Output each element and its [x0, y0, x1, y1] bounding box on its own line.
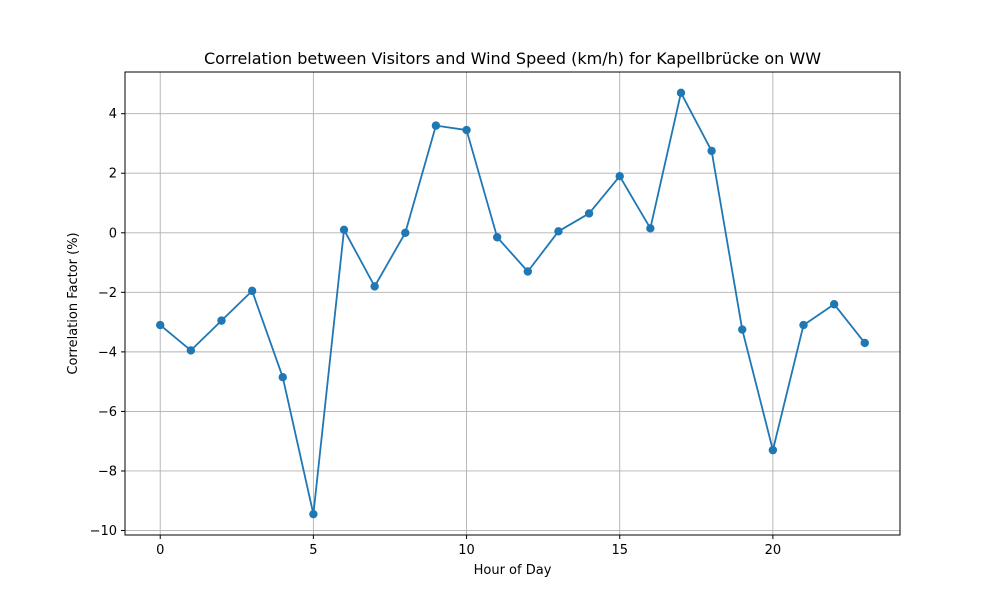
y-tick-label: −8: [98, 464, 117, 479]
data-point: [860, 338, 869, 348]
x-tick-label: 10: [458, 543, 475, 558]
data-point: [492, 233, 502, 242]
y-tick-label: −10: [90, 524, 117, 539]
data-point: [247, 286, 257, 296]
data-point: [370, 282, 379, 291]
y-tick-label: −6: [98, 405, 117, 420]
x-tick-label: 5: [309, 543, 317, 558]
data-point: [584, 209, 594, 218]
y-axis-label: Correlation Factor (%): [66, 232, 81, 374]
data-point: [309, 509, 318, 519]
data-point: [462, 125, 471, 135]
x-axis: 0 5 10 15 20: [156, 535, 781, 558]
data-point: [156, 320, 165, 330]
x-tick-label: 20: [765, 543, 782, 558]
data-point: [829, 300, 839, 309]
series-line: [159, 91, 866, 516]
data-point: [431, 121, 441, 130]
data-point: [278, 372, 287, 382]
data-point: [707, 146, 716, 156]
data-point: [676, 88, 686, 98]
data-point: [738, 325, 747, 334]
x-tick-label: 15: [611, 543, 628, 558]
data-point: [615, 172, 624, 181]
series-layer: [156, 88, 869, 519]
y-tick-label: −4: [98, 345, 117, 360]
y-tick-label: 4: [109, 107, 117, 122]
y-axis: −10 −8 −6 −4 −2 0 2 4: [90, 107, 125, 539]
y-tick-label: −2: [98, 286, 117, 301]
x-tick-label: 0: [156, 543, 164, 558]
data-point: [523, 267, 533, 276]
plot-frame: [124, 71, 901, 536]
data-point: [799, 320, 808, 330]
data-point: [186, 346, 196, 355]
data-point: [401, 228, 410, 237]
data-point: [554, 227, 563, 236]
grid: [125, 72, 900, 535]
y-tick-label: 2: [109, 167, 117, 182]
data-point: [217, 316, 226, 325]
data-point: [339, 225, 349, 235]
y-tick-label: 0: [109, 226, 117, 241]
chart-title: Correlation between Visitors and Wind Sp…: [204, 49, 821, 68]
data-point: [768, 445, 778, 455]
data-point: [646, 224, 655, 233]
x-axis-label: Hour of Day: [474, 563, 552, 578]
